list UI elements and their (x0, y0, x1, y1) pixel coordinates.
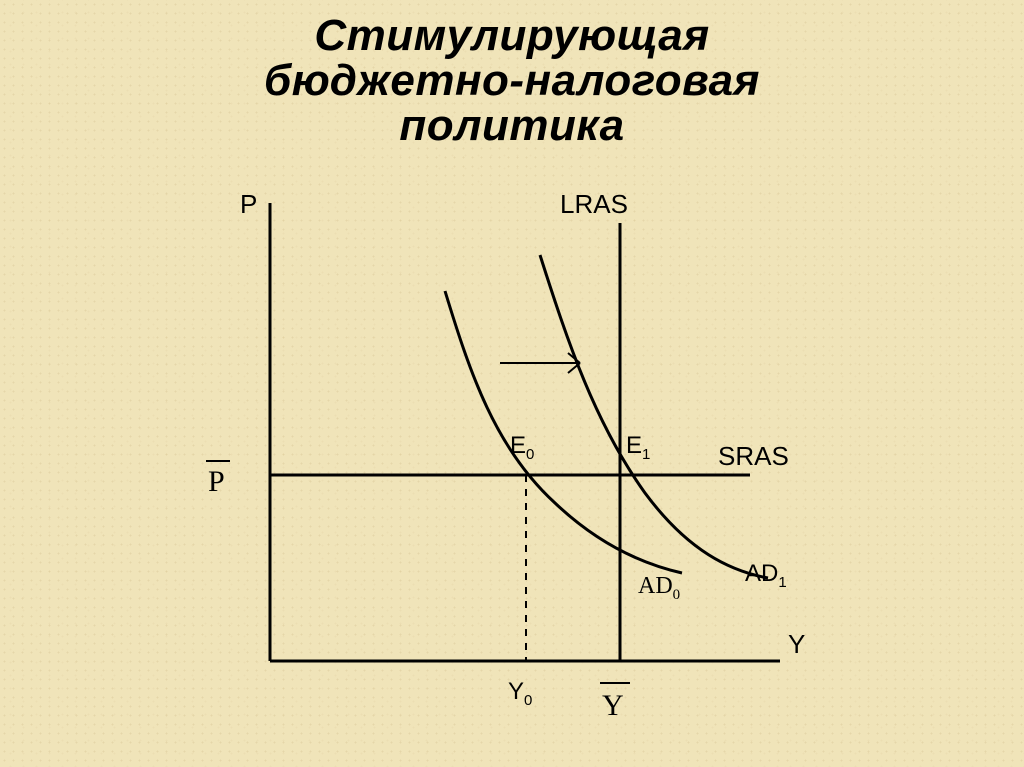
shift-arrow (500, 353, 580, 373)
title-line-2: бюджетно-налоговая (264, 56, 760, 105)
sras-label: SRAS (718, 441, 789, 471)
y0-label: Y0 (508, 678, 532, 709)
svg-text:P: P (208, 465, 225, 498)
title-line-1: Стимулирующая (314, 11, 709, 60)
y-bar-label: Y (600, 683, 630, 722)
lras-label: LRAS (560, 193, 628, 219)
e0-label: E0 (510, 432, 534, 463)
ad0-label: AD0 (638, 573, 680, 603)
ad0-curve (445, 291, 682, 573)
p-bar-label: P (206, 461, 230, 498)
ad1-curve (540, 255, 768, 578)
svg-text:Y: Y (602, 689, 624, 722)
diagram: P Y LRAS SRAS AD0 AD1 E0 E1 (190, 193, 830, 753)
e1-label: E1 (626, 432, 650, 463)
ad1-label: AD1 (745, 560, 787, 591)
slide: Стимулирующая бюджетно-налоговая политик… (0, 0, 1024, 767)
title-line-3: политика (399, 101, 624, 150)
slide-title: Стимулирующая бюджетно-налоговая политик… (0, 14, 1024, 149)
y-axis-label: P (240, 193, 257, 219)
x-axis-label: Y (788, 629, 805, 659)
